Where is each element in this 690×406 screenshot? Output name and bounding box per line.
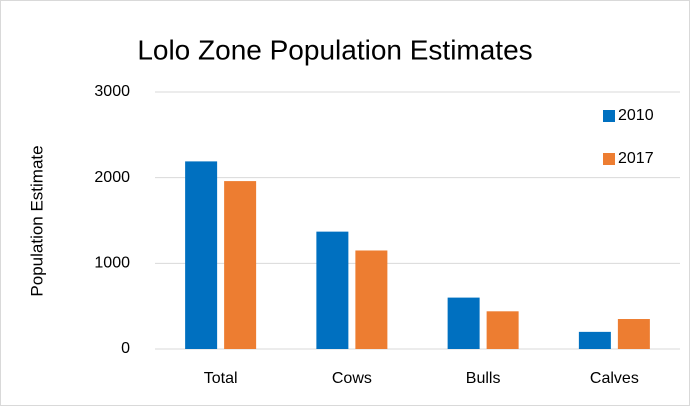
x-tick-label: Calves	[590, 370, 639, 387]
legend-label: 2010	[618, 107, 654, 124]
y-axis-label: Population Estimate	[27, 145, 46, 296]
bar	[486, 311, 519, 349]
y-tick-label: 0	[121, 340, 130, 357]
x-tick-label: Total	[204, 370, 238, 387]
bar	[447, 297, 480, 349]
bar	[617, 319, 650, 349]
bar	[185, 161, 218, 349]
legend-swatch	[603, 153, 615, 165]
legend-label: 2017	[618, 150, 654, 167]
bar	[355, 250, 388, 349]
y-tick-label: 3000	[94, 83, 130, 100]
x-tick-label: Cows	[332, 370, 372, 387]
bar	[224, 181, 257, 349]
bar	[578, 331, 611, 349]
bar	[316, 231, 349, 349]
chart-title: Lolo Zone Population Estimates	[137, 34, 532, 65]
legend-swatch	[603, 110, 615, 122]
y-tick-label: 2000	[94, 169, 130, 186]
y-tick-label: 1000	[94, 255, 130, 272]
x-tick-label: Bulls	[466, 370, 501, 387]
